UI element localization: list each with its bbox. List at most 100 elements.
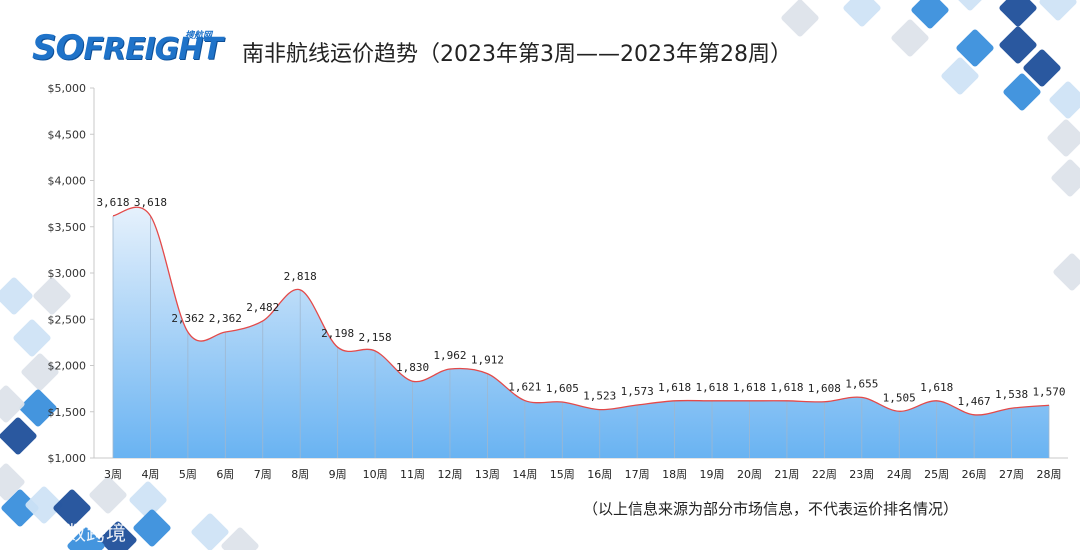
deco-tile xyxy=(999,26,1037,64)
logo-so: SO xyxy=(32,28,84,68)
y-tick-label: $3,500 xyxy=(48,221,87,234)
y-tick-label: $2,500 xyxy=(48,313,87,326)
x-tick-label: 22周 xyxy=(812,468,837,481)
x-tick-label: 24周 xyxy=(887,468,912,481)
data-label: 1,618 xyxy=(920,381,953,394)
data-label: 1,608 xyxy=(808,382,841,395)
watermark-logo-icon: ⓓ xyxy=(22,524,40,545)
deco-tile xyxy=(99,521,137,550)
deco-tile xyxy=(1051,159,1080,197)
deco-tile xyxy=(891,19,929,57)
x-tick-label: 11周 xyxy=(400,468,425,481)
deco-tile xyxy=(0,385,25,423)
deco-tile xyxy=(53,489,91,527)
deco-tile xyxy=(956,29,994,67)
watermark: ⓓ 大数跨境 xyxy=(22,517,126,546)
logo-freight: FREIGHT xyxy=(83,32,222,67)
source-note: （以上信息来源为部分市场信息，不代表运价排名情况） xyxy=(583,500,959,518)
deco-tile xyxy=(0,463,25,501)
x-tick-label: 13周 xyxy=(475,468,500,481)
x-tick-label: 14周 xyxy=(512,468,537,481)
x-tick-label: 28周 xyxy=(1037,468,1062,481)
y-tick-label: $3,000 xyxy=(48,267,87,280)
y-tick-label: $5,000 xyxy=(48,82,87,95)
data-label: 1,538 xyxy=(995,388,1028,401)
x-tick-label: 20周 xyxy=(737,468,762,481)
deco-tile xyxy=(1039,0,1077,21)
data-label: 1,621 xyxy=(508,381,541,394)
x-tick-label: 8周 xyxy=(291,468,309,481)
data-label: 3,618 xyxy=(96,196,129,209)
deco-tile xyxy=(1023,49,1061,87)
deco-tile xyxy=(89,476,127,514)
chart-title: 南非航线运价趋势（2023年第3周——2023年第28周） xyxy=(242,42,792,67)
deco-tile xyxy=(13,319,51,357)
deco-tile xyxy=(19,389,57,427)
data-label: 1,467 xyxy=(958,395,991,408)
data-label: 2,158 xyxy=(359,331,392,344)
x-tick-label: 6周 xyxy=(216,468,234,481)
data-label: 1,912 xyxy=(471,354,504,367)
data-label: 1,962 xyxy=(433,349,466,362)
deco-tile xyxy=(25,486,63,524)
logo-wordmark: SOFREIGHT xyxy=(32,28,223,68)
x-tick-label: 18周 xyxy=(662,468,687,481)
x-tick-label: 5周 xyxy=(179,468,197,481)
data-label: 2,362 xyxy=(171,312,204,325)
data-label: 1,618 xyxy=(770,381,803,394)
deco-tile xyxy=(33,277,71,315)
data-label: 1,830 xyxy=(396,361,429,374)
data-label: 1,523 xyxy=(583,390,616,403)
data-label: 1,618 xyxy=(695,381,728,394)
data-label: 1,505 xyxy=(883,391,916,404)
data-label: 1,570 xyxy=(1032,385,1065,398)
x-tick-label: 19周 xyxy=(700,468,725,481)
y-tick-label: $4,500 xyxy=(48,128,87,141)
x-tick-label: 26周 xyxy=(962,468,987,481)
x-tick-label: 4周 xyxy=(141,468,159,481)
data-label: 2,482 xyxy=(246,301,279,314)
deco-tile xyxy=(21,353,59,391)
data-label: 2,198 xyxy=(321,327,354,340)
data-label: 1,618 xyxy=(658,381,691,394)
data-label: 1,655 xyxy=(845,377,878,390)
deco-tile xyxy=(999,0,1037,27)
watermark-text: 大数跨境 xyxy=(46,521,126,545)
data-label: 2,818 xyxy=(284,270,317,283)
x-tick-label: 21周 xyxy=(774,468,799,481)
deco-tile xyxy=(1047,119,1080,157)
deco-tile xyxy=(1,489,39,527)
logo-cn-text: 搜航网 xyxy=(184,31,212,41)
data-label: 1,618 xyxy=(733,381,766,394)
data-label: 3,618 xyxy=(134,196,167,209)
deco-tile xyxy=(221,527,259,550)
deco-tile xyxy=(129,481,167,519)
x-tick-label: 15周 xyxy=(550,468,575,481)
deco-tile xyxy=(1003,73,1041,111)
deco-tile xyxy=(133,509,171,547)
data-label: 1,605 xyxy=(546,382,579,395)
series-area xyxy=(113,207,1049,458)
deco-tile xyxy=(941,57,979,95)
y-tick-label: $4,000 xyxy=(48,175,87,188)
y-tick-label: $1,500 xyxy=(48,406,87,419)
x-tick-label: 3周 xyxy=(104,468,122,481)
x-tick-label: 17周 xyxy=(625,468,650,481)
y-tick-label: $2,000 xyxy=(48,360,87,373)
data-label: 2,362 xyxy=(209,312,242,325)
x-tick-label: 25周 xyxy=(924,468,949,481)
deco-tile xyxy=(1053,253,1080,291)
deco-tile xyxy=(911,0,949,29)
x-tick-label: 27周 xyxy=(999,468,1024,481)
deco-tile xyxy=(191,513,229,550)
x-tick-label: 16周 xyxy=(587,468,612,481)
x-tick-label: 9周 xyxy=(329,468,347,481)
deco-tile xyxy=(843,0,881,27)
x-tick-label: 7周 xyxy=(254,468,272,481)
sofreight-logo: SOFREIGHT 搜航网 xyxy=(30,28,223,72)
x-tick-label: 23周 xyxy=(849,468,874,481)
deco-tile xyxy=(0,417,37,455)
